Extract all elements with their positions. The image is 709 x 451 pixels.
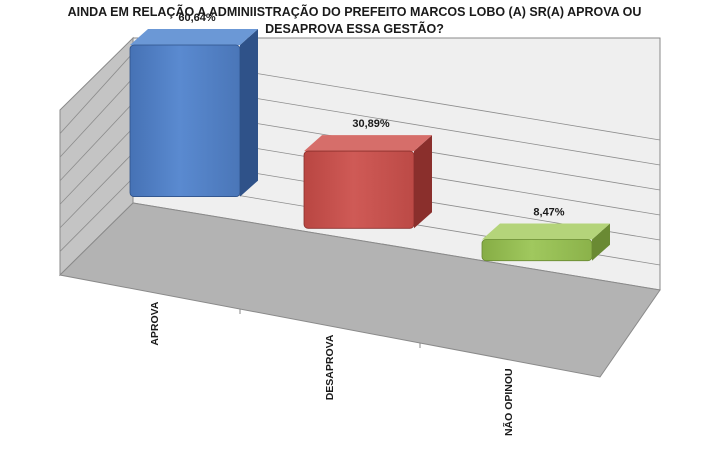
bar-front bbox=[303, 150, 415, 229]
chart-title-line-2: DESAPROVA ESSA GESTÃO? bbox=[265, 22, 444, 36]
chart-title-line-1: AINDA EM RELAÇÃO A ADMINIISTRAÇÃO DO PRE… bbox=[67, 5, 642, 19]
category-label: DESAPROVA bbox=[324, 334, 336, 400]
gridline-side bbox=[59, 77, 134, 158]
bar-top bbox=[130, 28, 258, 45]
bar-front bbox=[481, 239, 593, 262]
gridline-side bbox=[59, 127, 134, 205]
category-label: APROVA bbox=[149, 301, 161, 346]
category-label: NÃO OPINOU bbox=[502, 368, 515, 436]
bar-front bbox=[129, 44, 241, 197]
bar-aprova bbox=[129, 28, 258, 197]
gridline-side bbox=[59, 102, 134, 181]
bar-side bbox=[240, 28, 258, 197]
bar-n-o-opinou bbox=[481, 223, 610, 262]
gridline-side bbox=[59, 152, 134, 229]
bar-side bbox=[592, 223, 610, 261]
chart-title: AINDA EM RELAÇÃO A ADMINIISTRAÇÃO DO PRE… bbox=[0, 4, 709, 38]
value-label: 30,89% bbox=[352, 118, 390, 130]
bar-desaprova bbox=[303, 135, 432, 229]
gridline-side bbox=[59, 177, 134, 252]
floor bbox=[58, 202, 661, 378]
bar-top bbox=[482, 223, 610, 240]
gridline-side bbox=[59, 52, 134, 134]
value-label: 8,47% bbox=[533, 207, 564, 219]
value-label: 60,64% bbox=[178, 12, 216, 24]
bar-side bbox=[414, 135, 432, 229]
bar-top bbox=[304, 135, 432, 152]
